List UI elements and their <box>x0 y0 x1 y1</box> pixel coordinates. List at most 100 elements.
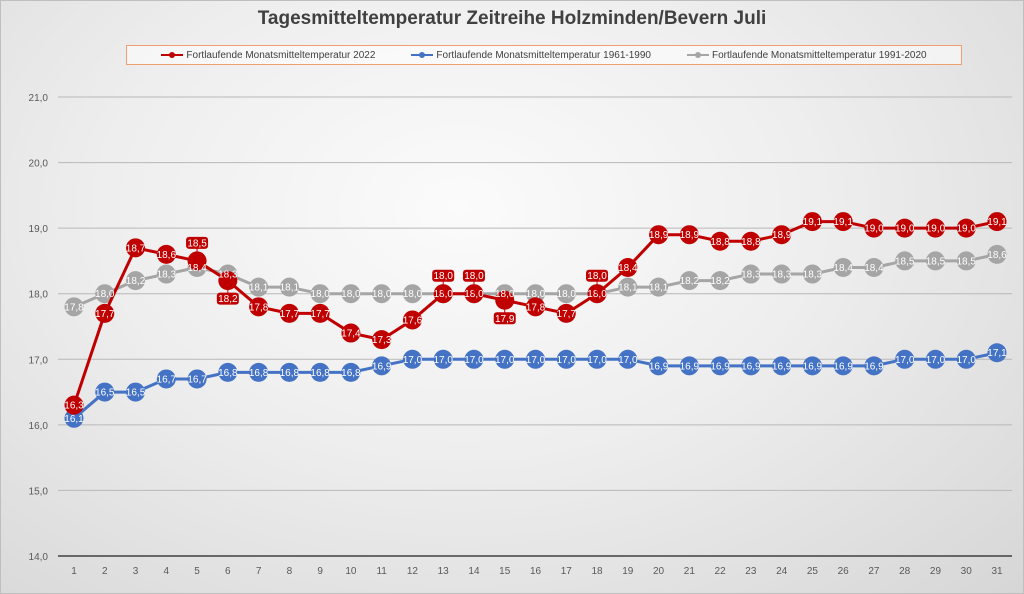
legend-marker-1991-2020 <box>687 50 709 60</box>
data-label-1961-1990: 16,5 <box>126 388 146 399</box>
x-tick-label: 19 <box>622 566 634 577</box>
x-tick-label: 22 <box>715 566 727 577</box>
data-point-2022 <box>741 231 761 251</box>
y-tick-label: 21,0 <box>29 93 49 104</box>
data-point-1961-1990 <box>741 356 761 376</box>
data-label-bubble <box>216 292 239 305</box>
series-1961-1990 <box>64 343 1007 428</box>
legend-item-1961-1990: Fortlaufende Monatsmitteltemperatur 1961… <box>411 50 651 61</box>
data-label-1991-2020: 18,3 <box>741 270 761 281</box>
data-point-2022 <box>156 244 176 264</box>
data-label-1991-2020: 18,0 <box>95 289 115 300</box>
x-tick-label: 5 <box>194 566 200 577</box>
data-label-1991-2020: 18,0 <box>464 289 484 300</box>
y-tick-label: 16,0 <box>29 421 49 432</box>
data-point-2022 <box>833 212 853 232</box>
data-label-bubble <box>186 236 209 249</box>
data-point-1991-2020 <box>649 277 669 297</box>
data-label-1991-2020: 18,1 <box>649 283 669 294</box>
data-point-2022 <box>249 297 269 317</box>
data-point-1961-1990 <box>772 356 792 376</box>
data-point-1961-1990 <box>64 408 84 428</box>
data-point-1961-1990 <box>679 356 699 376</box>
data-label-1991-2020: 18,3 <box>803 270 823 281</box>
data-label-bubble <box>432 269 455 282</box>
data-label-1991-2020: 18,6 <box>987 250 1007 261</box>
data-point-1991-2020 <box>372 284 392 304</box>
data-label-2022: 17,9 <box>495 314 515 325</box>
data-label-1961-1990: 16,9 <box>803 361 823 372</box>
legend-item-2022: Fortlaufende Monatsmitteltemperatur 2022 <box>161 50 375 61</box>
data-label-1961-1990: 16,9 <box>649 361 669 372</box>
data-label-2022: 17,6 <box>403 315 423 326</box>
data-label-1991-2020: 18,0 <box>495 289 515 300</box>
data-point-1961-1990 <box>925 349 945 369</box>
data-label-1961-1990: 17,1 <box>987 348 1007 359</box>
data-label-1991-2020: 18,0 <box>372 289 392 300</box>
legend-label-2022: Fortlaufende Monatsmitteltemperatur 2022 <box>186 49 376 61</box>
data-label-1991-2020: 18,0 <box>433 289 453 300</box>
data-label-1991-2020: 18,0 <box>587 289 607 300</box>
data-label-1961-1990: 17,0 <box>956 355 976 366</box>
x-axis: 1 2 3 4 5 6 7 8 9 10 11 12 13 14 15 16 17 18 19 20 21 22 23 24 2… <box>71 566 1003 577</box>
data-label-2022: 18,8 <box>741 237 761 248</box>
x-tick-label: 16 <box>530 566 542 577</box>
data-point-1961-1990 <box>710 356 730 376</box>
data-label-2022: 18,4 <box>618 263 638 274</box>
data-label-2022: 18,0 <box>464 271 484 282</box>
data-label-1991-2020: 18,4 <box>864 263 884 274</box>
data-label-1961-1990: 16,8 <box>280 368 300 379</box>
data-point-2022 <box>802 212 822 232</box>
data-point-1961-1990 <box>526 349 545 369</box>
data-point-1961-1990 <box>218 362 238 382</box>
x-tick-label: 14 <box>468 566 480 577</box>
data-point-1991-2020 <box>802 264 822 284</box>
data-point-2022 <box>279 303 299 323</box>
data-label-1991-2020: 18,3 <box>218 270 238 281</box>
data-label-2022: 17,4 <box>341 329 361 340</box>
data-label-1961-1990: 17,0 <box>403 355 423 366</box>
y-tick-label: 17,0 <box>29 355 49 366</box>
data-point-2022 <box>895 218 915 238</box>
data-label-2022: 19,1 <box>987 217 1007 228</box>
data-label-bubble <box>462 269 485 282</box>
data-point-1961-1990 <box>156 369 176 389</box>
data-point-1961-1990 <box>556 349 576 369</box>
data-point-1991-2020 <box>956 251 976 271</box>
data-point-1961-1990 <box>341 362 361 382</box>
data-label-2022: 18,9 <box>772 230 792 241</box>
data-point-2022 <box>372 330 392 350</box>
data-point-1991-2020 <box>402 284 422 304</box>
data-label-1991-2020: 18,3 <box>772 270 792 281</box>
chart-legend: Fortlaufende Monatsmitteltemperatur 2022… <box>126 45 962 65</box>
data-point-1991-2020 <box>864 257 884 277</box>
legend-label-1991-2020: Fortlaufende Monatsmitteltemperatur 1991… <box>712 49 927 61</box>
data-label-1961-1990: 17,0 <box>557 355 577 366</box>
data-label-1991-2020: 18,2 <box>710 276 730 287</box>
x-tick-label: 12 <box>407 566 419 577</box>
data-point-1961-1990 <box>126 382 146 402</box>
data-label-bubble <box>586 269 609 282</box>
data-label-1961-1990: 17,0 <box>618 355 638 366</box>
data-point-1991-2020 <box>156 264 176 284</box>
data-point-2022 <box>864 218 884 238</box>
data-label-1961-1990: 16,9 <box>372 361 392 372</box>
data-label-1961-1990: 16,9 <box>772 361 792 372</box>
legend-marker-2022 <box>161 50 184 60</box>
data-point-2022 <box>341 323 361 343</box>
x-tick-label: 6 <box>225 566 231 577</box>
data-point-1961-1990 <box>433 349 453 369</box>
data-labels-2022: 16,3 17,7 18,7 18,6 18,5 18,2 17,8 17,7 17,7 17,4… <box>64 217 1007 412</box>
x-tick-label: 8 <box>287 566 293 577</box>
data-label-1961-1990: 16,7 <box>157 374 177 385</box>
x-tick-label: 1 <box>71 566 77 577</box>
data-point-1991-2020 <box>833 257 853 277</box>
data-label-1961-1990: 17,0 <box>433 355 453 366</box>
data-label-2022: 18,8 <box>710 237 730 248</box>
x-tick-label: 9 <box>317 566 323 577</box>
x-tick-label: 27 <box>868 566 880 577</box>
data-label-1961-1990: 17,0 <box>895 355 915 366</box>
data-point-1991-2020 <box>64 297 84 317</box>
data-point-1991-2020 <box>126 271 146 291</box>
